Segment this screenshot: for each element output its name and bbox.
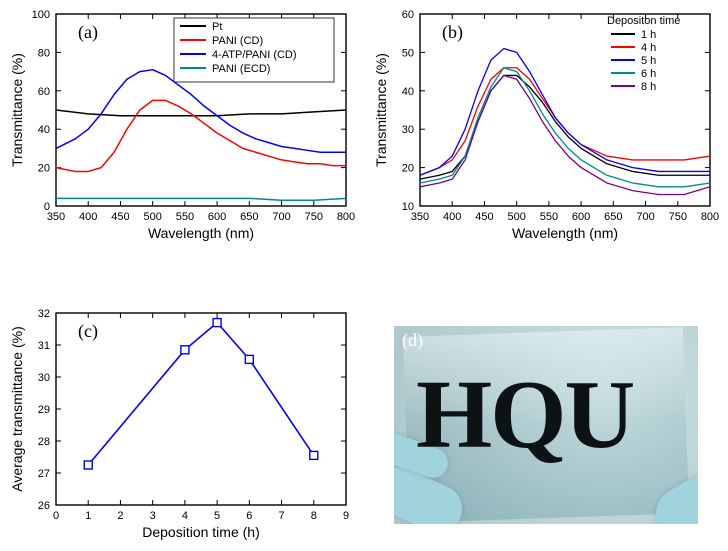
svg-text:3: 3 [150, 510, 156, 522]
svg-text:Average transmittance (%): Average transmittance (%) [9, 326, 25, 491]
svg-text:650: 650 [604, 211, 622, 223]
svg-text:PANI (ECD): PANI (ECD) [212, 63, 270, 75]
svg-text:7: 7 [278, 510, 284, 522]
svg-text:700: 700 [272, 211, 290, 223]
chart-a: 3504004505005506006507007508000204060801… [0, 0, 364, 252]
panel-b: 3504004505005506006507007508001020304050… [364, 0, 728, 252]
photo-text-hqu: HQU [416, 366, 633, 464]
svg-text:800: 800 [701, 211, 719, 223]
svg-text:1 h: 1 h [641, 29, 656, 41]
svg-text:32: 32 [38, 308, 50, 320]
svg-text:500: 500 [143, 211, 161, 223]
svg-text:8 h: 8 h [641, 81, 656, 93]
svg-text:0: 0 [53, 510, 59, 522]
svg-text:550: 550 [176, 211, 194, 223]
svg-text:400: 400 [79, 211, 97, 223]
svg-text:450: 450 [475, 211, 493, 223]
svg-text:5: 5 [214, 510, 220, 522]
panel-a: 3504004505005506006507007508000204060801… [0, 0, 364, 252]
svg-text:2: 2 [117, 510, 123, 522]
svg-text:26: 26 [38, 500, 50, 512]
svg-text:Pt: Pt [212, 21, 222, 33]
svg-text:29: 29 [38, 404, 50, 416]
svg-text:31: 31 [38, 340, 50, 352]
page: 3504004505005506006507007508000204060801… [0, 0, 728, 551]
svg-text:4-ATP/PANI (CD): 4-ATP/PANI (CD) [212, 49, 297, 61]
svg-text:10: 10 [402, 201, 414, 213]
svg-text:27: 27 [38, 468, 50, 480]
svg-text:650: 650 [240, 211, 258, 223]
svg-text:750: 750 [305, 211, 323, 223]
svg-text:6 h: 6 h [641, 68, 656, 80]
svg-text:500: 500 [507, 211, 525, 223]
svg-text:800: 800 [337, 211, 355, 223]
svg-text:6: 6 [246, 510, 252, 522]
svg-text:9: 9 [343, 510, 349, 522]
svg-text:Transmittance (%): Transmittance (%) [373, 53, 389, 167]
svg-text:40: 40 [402, 86, 414, 98]
svg-text:750: 750 [669, 211, 687, 223]
svg-text:700: 700 [636, 211, 654, 223]
svg-text:600: 600 [572, 211, 590, 223]
svg-text:(a): (a) [78, 22, 98, 43]
svg-text:Wavelength (nm): Wavelength (nm) [148, 225, 254, 241]
svg-text:30: 30 [402, 124, 414, 136]
svg-text:8: 8 [311, 510, 317, 522]
svg-text:0: 0 [44, 201, 50, 213]
svg-text:Wavelength (nm): Wavelength (nm) [512, 225, 618, 241]
svg-text:20: 20 [402, 163, 414, 175]
svg-text:100: 100 [32, 9, 50, 21]
panel-label-d: (d) [402, 330, 423, 351]
svg-text:1: 1 [85, 510, 91, 522]
svg-text:(b): (b) [442, 22, 463, 43]
chart-c: 0 1 2 3 4 5 6 7 8 9 26 27 28 29 30 31 32 Deposition time … [0, 299, 364, 551]
svg-text:PANI (CD): PANI (CD) [212, 35, 263, 47]
svg-text:4 h: 4 h [641, 42, 656, 54]
panel-d: HQU (d) [394, 326, 698, 524]
svg-text:5 h: 5 h [641, 55, 656, 67]
svg-text:50: 50 [402, 47, 414, 59]
svg-text:(c): (c) [78, 321, 98, 342]
svg-text:Deposition time (h): Deposition time (h) [142, 524, 260, 540]
chart-b: 3504004505005506006507007508001020304050… [364, 0, 728, 252]
svg-text:30: 30 [38, 372, 50, 384]
svg-text:4: 4 [182, 510, 188, 522]
svg-text:400: 400 [443, 211, 461, 223]
svg-text:Transmittance (%): Transmittance (%) [9, 53, 25, 167]
svg-text:80: 80 [38, 47, 50, 59]
svg-text:40: 40 [38, 124, 50, 136]
svg-text:60: 60 [38, 86, 50, 98]
svg-text:600: 600 [208, 211, 226, 223]
svg-text:28: 28 [38, 436, 50, 448]
photo-background: HQU (d) [394, 326, 698, 524]
svg-text:450: 450 [111, 211, 129, 223]
svg-text:20: 20 [38, 163, 50, 175]
panel-c: 0 1 2 3 4 5 6 7 8 9 26 27 28 29 30 31 32 Deposition time … [0, 299, 364, 551]
svg-text:550: 550 [540, 211, 558, 223]
svg-text:Depositon time: Depositon time [607, 15, 680, 27]
svg-text:60: 60 [402, 9, 414, 21]
